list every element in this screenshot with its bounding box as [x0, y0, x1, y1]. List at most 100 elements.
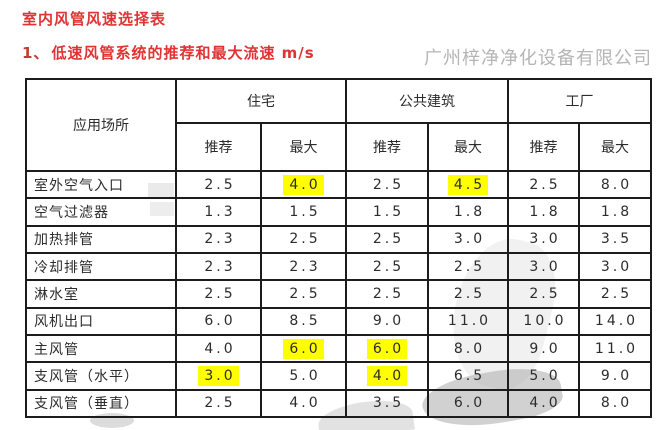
highlighted-value: 4.5 [447, 174, 489, 195]
value: 9.0 [372, 313, 405, 330]
value: 2.3 [204, 231, 236, 248]
highlighted-value: 4.0 [283, 174, 324, 195]
row-label: 空气过滤器 [25, 197, 177, 227]
duct-speed-table-container: 应用场所 住宅 公共建筑 工厂 推荐 最大 推荐 最大 推荐 最大 室外空气入口 2.5 4.… [25, 78, 652, 419]
value-cell: 2.5 [345, 224, 429, 254]
value-cell: 3.5 [345, 388, 429, 419]
group-header-residential: 住宅 [175, 78, 347, 124]
row-label: 室外空气入口 [25, 169, 177, 200]
value-cell: 2.5 [427, 279, 509, 309]
value: 3.0 [529, 231, 561, 248]
duct-speed-table: 应用场所 住宅 公共建筑 工厂 推荐 最大 推荐 最大 推荐 最大 室外空气入口 2.5 4.… [25, 78, 652, 419]
table-row: 风机出口 6.0 8.5 9.0 11.0 10.0 14.0 [25, 306, 652, 336]
value-cell: 4.0 [507, 388, 580, 419]
sub-header-max: 最大 [578, 122, 652, 172]
value-cell: 3.0 [578, 251, 652, 282]
value-cell: 3.0 [507, 251, 580, 282]
value-cell: 2.5 [345, 169, 429, 200]
value-cell: 2.5 [345, 251, 429, 282]
table-row: 主风管 4.0 6.0 6.0 8.0 9.0 11.0 [25, 333, 652, 364]
value-cell: 4.0 [175, 333, 262, 364]
value-cell: 3.0 [427, 224, 509, 254]
value: 2.5 [372, 176, 405, 193]
value: 14.0 [594, 313, 639, 330]
value-cell: 4.5 [427, 169, 509, 200]
value-cell: 2.5 [175, 169, 262, 200]
value-cell: 6.5 [427, 361, 509, 391]
value-cell: 1.3 [175, 197, 262, 227]
table-row: 空气过滤器 1.3 1.5 1.5 1.8 1.8 1.8 [25, 197, 652, 227]
value-cell: 5.0 [507, 361, 580, 391]
value-cell: 3.0 [507, 224, 580, 254]
value: 2.5 [204, 176, 236, 193]
value-cell: 9.0 [578, 361, 652, 391]
column-header-application: 应用场所 [25, 78, 177, 172]
value-cell: 2.5 [427, 251, 509, 282]
section-subtitle: 1、 低速风管系统的推荐和最大流速 m/s [22, 42, 315, 63]
value: 8.0 [600, 176, 633, 193]
row-label: 支风管（垂直） [25, 388, 177, 419]
value-cell: 3.5 [578, 224, 652, 254]
value-cell: 4.0 [345, 361, 429, 391]
value-cell: 14.0 [578, 306, 652, 336]
value: 2.5 [529, 285, 561, 302]
value-cell: 1.8 [578, 197, 652, 227]
value: 8.0 [600, 395, 633, 412]
value-cell: 2.3 [175, 224, 262, 254]
value: 3.0 [600, 258, 633, 275]
page-title: 室内风管风速选择表 [22, 10, 167, 28]
value-cell: 9.0 [345, 306, 429, 336]
sub-header-max: 最大 [260, 122, 347, 172]
value: 1.5 [289, 203, 321, 220]
value: 8.0 [453, 340, 486, 357]
subtitle-text: 低速风管系统的推荐和最大流速 m/s [51, 44, 315, 62]
value: 6.5 [453, 367, 486, 384]
value: 4.0 [204, 340, 236, 357]
row-label: 支风管（水平） [25, 361, 177, 391]
value: 2.5 [289, 231, 321, 248]
value-cell: 1.8 [427, 197, 509, 227]
value-cell: 2.5 [175, 279, 262, 309]
value: 9.0 [529, 340, 561, 357]
table-row: 室外空气入口 2.5 4.0 2.5 4.5 2.5 8.0 [25, 169, 652, 200]
value: 1.8 [529, 203, 561, 220]
value-cell: 8.0 [578, 169, 652, 200]
value-cell: 6.0 [175, 306, 262, 336]
table-row: 支风管（垂直） 2.5 4.0 3.5 6.0 4.0 8.0 [25, 388, 652, 419]
value: 5.0 [289, 367, 321, 384]
value-cell: 10.0 [507, 306, 580, 336]
group-header-public-building: 公共建筑 [345, 78, 509, 124]
company-watermark-text: 广州梓净净化设备有限公司 [424, 48, 652, 69]
value: 2.5 [453, 285, 486, 302]
value: 8.5 [289, 313, 321, 330]
value: 4.0 [529, 395, 561, 412]
value: 2.5 [453, 258, 486, 275]
value: 5.0 [529, 367, 561, 384]
value: 1.8 [600, 203, 633, 220]
value-cell: 2.3 [175, 251, 262, 282]
highlighted-value: 4.0 [366, 365, 408, 386]
sub-header-recommended: 推荐 [507, 122, 580, 172]
value-cell: 2.5 [260, 224, 347, 254]
value: 9.0 [600, 367, 633, 384]
value: 1.3 [204, 203, 236, 220]
table-row: 冷却排管 2.3 2.3 2.5 2.5 3.0 3.0 [25, 251, 652, 282]
value-cell: 2.5 [507, 169, 580, 200]
value-cell: 9.0 [507, 333, 580, 364]
value: 6.0 [453, 395, 486, 412]
value-cell: 8.0 [427, 333, 509, 364]
sub-header-recommended: 推荐 [345, 122, 429, 172]
sub-header-max: 最大 [427, 122, 509, 172]
value-cell: 4.0 [260, 169, 347, 200]
highlighted-value: 6.0 [366, 338, 408, 359]
value-cell: 2.5 [578, 279, 652, 309]
value-cell: 11.0 [427, 306, 509, 336]
value: 3.5 [372, 395, 405, 412]
table-row: 支风管（水平） 3.0 5.0 4.0 6.5 5.0 9.0 [25, 361, 652, 391]
value-cell: 2.5 [260, 279, 347, 309]
value-cell: 2.5 [175, 388, 262, 419]
subtitle-number: 1、 [22, 44, 50, 62]
value-cell: 1.5 [345, 197, 429, 227]
value: 1.5 [372, 203, 405, 220]
value: 10.0 [523, 313, 567, 330]
